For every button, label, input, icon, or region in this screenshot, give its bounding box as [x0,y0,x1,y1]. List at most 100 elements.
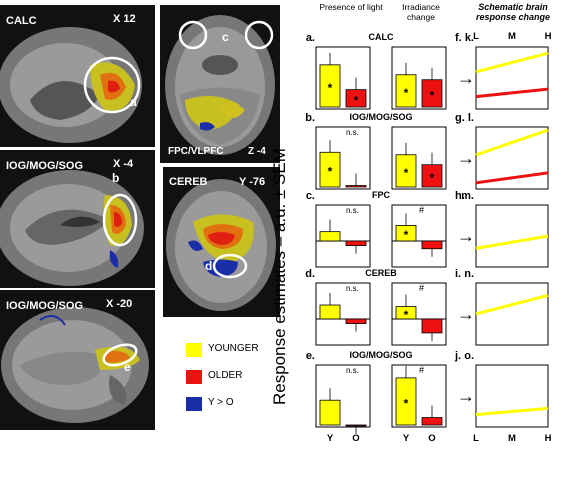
bar [345,240,367,247]
brain-slice-image [166,179,276,311]
panel-letter: o. [464,350,474,362]
x-tick-label: L [473,433,479,444]
schematic-line [475,293,549,316]
legend-swatch [186,343,202,357]
schematic-line [475,171,549,185]
hash-mark: # [419,205,424,215]
schematic-frame [475,364,549,428]
schematic-frame [475,282,549,346]
row-region-label: CALC [369,32,394,42]
brain-coord-label: X -20 [106,298,133,310]
schematic-frame [475,204,549,268]
schematic-frame [475,126,549,190]
legend-swatch [186,397,202,411]
schematic-line [475,406,549,417]
significance-star: * [430,88,435,102]
brain-slice-image [0,170,144,286]
panel-letter: m. [461,190,474,202]
chart-frame [391,204,447,268]
arrow-icon: → [457,386,475,406]
brain-coord-label: X 12 [113,13,136,25]
bar [319,231,341,242]
schematic-line [475,234,549,250]
bar [345,424,367,427]
x-tick-label: M [508,433,516,444]
panel-letter: j. [454,350,461,362]
row-region-label: CEREB [365,268,397,278]
x-tick-label: H [545,433,552,444]
x-tick-label-top: L [473,31,479,42]
panel-letter: k. [465,32,474,44]
brain-region-label: IOG/MOG/SOG [6,160,84,172]
x-tick-label: Y [403,433,410,444]
brain-region-label: CEREB [169,176,208,188]
hash-mark: # [419,365,424,375]
brain-panel-fpc: c FPC/VLPFC Z -4 [160,5,280,163]
brain-region-label: FPC/VLPFC [168,146,224,157]
ns-label: n.s. [346,206,359,215]
ns-label: n.s. [346,284,359,293]
panel-letter: f. [455,32,462,44]
row-region-label: IOG/MOG/SOG [349,112,412,122]
panel-letter: d. [305,268,315,280]
significance-star: * [404,396,409,410]
legend-label: YOUNGER [208,343,259,354]
panel-letter: g. [455,112,465,124]
brain-panel-iog-2: IOG/MOG/SOG X -20 e [0,290,155,430]
x-tick-label: Y [327,433,334,444]
legend-label: OLDER [208,370,243,381]
brain-panel-cereb: CEREB Y -76 d [163,167,280,317]
panel-letter: c. [306,190,315,202]
header-presence: Presence of light [319,2,383,12]
bar [319,399,341,426]
significance-star: * [354,93,359,107]
brain-region-label: IOG/MOG/SOG [6,300,84,312]
brain-coord-label: X -4 [113,158,134,170]
panel-letter: l. [468,112,474,124]
arrow-icon: → [457,148,475,168]
arrow-icon: → [457,304,475,324]
bar [421,240,443,250]
significance-star: * [404,86,409,100]
brain-panel-iog-1: IOG/MOG/SOG X -4 b [0,150,155,288]
significance-star: * [328,81,333,95]
x-tick-label-top: M [508,31,516,42]
bar [319,304,341,320]
schematic-line [475,51,549,74]
panel-letter: a. [306,32,315,44]
circle-letter: d [205,259,213,273]
header-irradiance: Irradiance change [402,2,440,22]
significance-star: * [430,171,435,185]
brain-coord-label: Z -4 [248,146,266,157]
panel-letter: b. [305,112,315,124]
circle-letter: c [222,30,229,44]
brain-slice-image [0,27,142,143]
panel-letter: e. [306,350,315,362]
header-schematic: Schematic brain response change [475,2,551,22]
panel-letter: i. [455,268,461,280]
bar [421,417,443,426]
brain-slice-image [165,15,275,155]
panel-letter: n. [464,268,474,280]
x-tick-label: O [352,433,359,444]
brain-slice-image [1,307,149,423]
row-region-label: IOG/MOG/SOG [349,350,412,360]
brain-region-label: CALC [6,15,37,27]
arrow-icon: → [457,226,475,246]
ns-label: n.s. [346,366,359,375]
x-tick-label-top: H [545,31,552,42]
circle-letter: a [130,95,137,109]
schematic-line [475,87,549,99]
bar [345,185,367,188]
circle-letter: b [112,171,120,185]
hash-mark: # [419,283,424,293]
significance-star: * [328,165,333,179]
legend-label: Y > O [208,397,234,408]
significance-star: * [404,228,409,242]
circle-letter: e [124,360,131,374]
ns-label: n.s. [346,128,359,137]
brain-coord-label: Y -76 [239,176,266,188]
arrow-icon: → [457,68,475,88]
row-region-label: FPC [372,190,391,200]
